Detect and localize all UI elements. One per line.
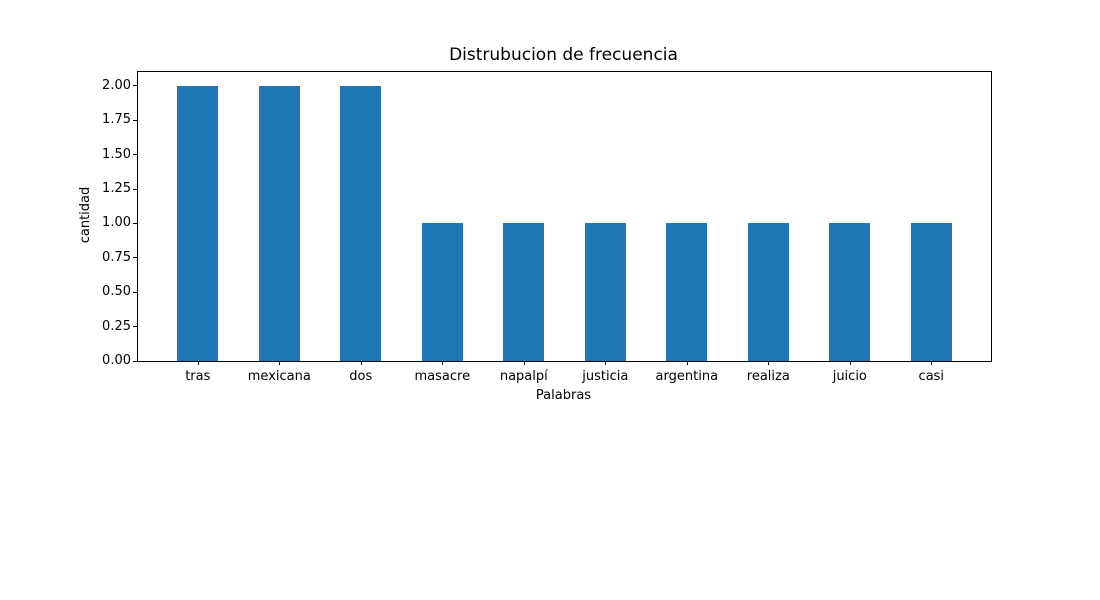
x-tick-label: napalpí <box>499 369 548 384</box>
y-ticks-layer: 0.00 0.25 0.50 0.75 1.00 1.25 1.50 1.75 2.00 <box>102 72 991 368</box>
x-tick-label: masacre <box>414 369 471 384</box>
axes: 0.00 0.25 0.50 0.75 1.00 1.25 1.50 1.75 2.00 tra… <box>102 71 992 384</box>
x-tick-label: tras <box>185 369 211 384</box>
y-tick-label: 1.75 <box>102 112 131 128</box>
bars-layer <box>138 72 991 361</box>
x-tick-mark <box>849 361 851 365</box>
x-tick-label: justicia <box>582 369 629 384</box>
bar-realiza <box>747 223 789 361</box>
x-tick-label: juicio <box>832 369 867 384</box>
y-tick-mark <box>133 360 137 362</box>
chart-title: Distrubucion de frecuencia <box>449 45 678 65</box>
x-tick-mark <box>523 361 525 365</box>
y-tick-label: 2.00 <box>102 77 131 93</box>
y-tick-label: 1.00 <box>102 215 131 231</box>
x-tick-label: mexicana <box>247 369 311 384</box>
y-tick-mark <box>133 85 137 87</box>
bar-casi <box>910 223 952 361</box>
x-tick-label: casi <box>918 369 945 384</box>
x-tick-mark <box>442 361 444 365</box>
x-axis-label: Palabras <box>535 388 592 403</box>
y-tick-mark <box>133 326 137 328</box>
bar-argentina <box>666 223 708 361</box>
x-tick-mark <box>279 361 281 365</box>
bar-juicio <box>829 223 871 361</box>
y-tick-label: 0.75 <box>102 249 131 265</box>
x-tick-mark <box>931 361 933 365</box>
x-tick-mark <box>686 361 688 365</box>
y-tick-label: 1.50 <box>102 146 131 162</box>
x-tick-mark <box>768 361 770 365</box>
x-tick-mark <box>605 361 607 365</box>
x-ticks-layer: tras mexicana dos masacre napalpí justicia arg… <box>138 72 991 384</box>
bar-dos <box>340 85 382 361</box>
y-tick-label: 0.00 <box>102 353 131 368</box>
y-tick-label: 1.25 <box>102 181 131 196</box>
x-tick-label: argentina <box>655 369 719 384</box>
bar-mexicana <box>258 85 300 361</box>
x-tick-label: realiza <box>746 369 790 384</box>
y-tick-mark <box>133 154 137 156</box>
bar-justicia <box>584 223 626 361</box>
y-tick-mark <box>133 119 137 121</box>
y-tick-label: 0.25 <box>102 318 131 334</box>
y-tick-mark <box>133 291 137 293</box>
y-tick-label: 0.50 <box>102 284 131 300</box>
y-tick-mark <box>133 188 137 190</box>
bar-tras <box>177 85 219 361</box>
y-tick-mark <box>133 222 137 224</box>
x-tick-mark <box>360 361 362 365</box>
bar-napalpí <box>503 223 545 361</box>
y-tick-mark <box>133 257 137 259</box>
bar-masacre <box>421 223 463 361</box>
x-tick-label: dos <box>349 369 373 384</box>
x-tick-mark <box>197 361 199 365</box>
